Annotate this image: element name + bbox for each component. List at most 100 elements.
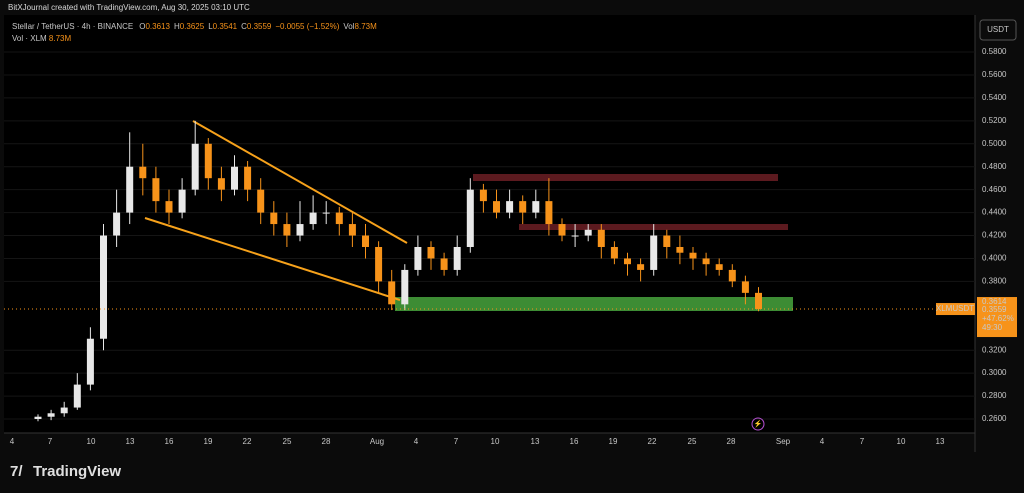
x-tick-label: 7 [454, 437, 459, 446]
x-tick-label: 10 [491, 437, 500, 446]
ohlc-value: 0.3559 [247, 22, 272, 31]
candle-body [519, 201, 527, 213]
symbol-tag-label: XLMUSDT [936, 304, 974, 313]
ohlc-value: 0.3625 [180, 22, 205, 31]
y-tick-label: 0.5400 [982, 93, 1007, 102]
candle-body [296, 224, 304, 236]
candle-body [702, 258, 710, 265]
candle-body [139, 166, 147, 179]
y-tick-label: 0.5600 [982, 70, 1007, 79]
x-tick-label: 25 [688, 437, 697, 446]
x-tick-label: 22 [648, 437, 657, 446]
candle-body [126, 166, 134, 213]
x-tick-label: 13 [531, 437, 540, 446]
x-tick-label: 10 [897, 437, 906, 446]
candle-body [204, 143, 212, 179]
candle-body [414, 246, 422, 270]
x-tick-label: 28 [322, 437, 331, 446]
ohlc-label: C [241, 22, 247, 31]
x-tick-label: 10 [87, 437, 96, 446]
candle-body [34, 416, 42, 420]
y-tick-label: 0.4800 [982, 162, 1007, 171]
candle-body [86, 338, 94, 385]
symbol-legend: Stellar / TetherUS · 4h · BINANCE O0.3613… [12, 22, 377, 31]
vol-value: 8.73M [355, 22, 378, 31]
x-tick-label: Aug [370, 437, 384, 446]
y-tick-label: 0.4400 [982, 208, 1007, 217]
candle-body [244, 166, 252, 190]
x-tick-label: 4 [414, 437, 419, 446]
candle-body [466, 189, 474, 247]
candle-body [689, 252, 697, 259]
candle-body [624, 258, 631, 265]
plot-area [4, 15, 975, 433]
volume-legend: Vol · XLM 8.73M [12, 34, 71, 43]
event-icon[interactable] [751, 417, 765, 431]
candle-body [309, 212, 317, 225]
candle-body [453, 246, 461, 270]
resistance-zone [473, 174, 778, 181]
candle-body [506, 201, 514, 213]
candle-body [597, 229, 605, 247]
candle-body [165, 201, 173, 213]
vol-label: Vol [343, 22, 354, 31]
ohlc-value: 0.3541 [213, 22, 238, 31]
candle-body [100, 235, 107, 339]
x-tick-label: 22 [243, 437, 252, 446]
candle-body [283, 224, 291, 236]
candle-body [584, 229, 592, 236]
y-tick-label: 0.4000 [982, 254, 1007, 263]
symbol: Stellar / TetherUS · 4h · BINANCE [12, 22, 133, 31]
wedge-line [144, 217, 401, 301]
currency-box[interactable] [979, 19, 1017, 41]
candle-body [493, 201, 500, 213]
candle-body [427, 246, 435, 259]
ohlc-label: L [208, 22, 213, 31]
candle-body [388, 281, 396, 305]
credit: BitXJournal created with TradingView.com… [8, 3, 250, 12]
y-tick-label: 0.2800 [982, 391, 1007, 400]
candle-body [113, 212, 121, 236]
last-price: 0.3559 [982, 305, 1007, 314]
candle-body [663, 235, 671, 247]
candle-body [545, 201, 553, 225]
candle-body [231, 166, 238, 190]
candle-body [191, 143, 199, 190]
x-tick-label: Sep [776, 437, 791, 446]
vol-value: 8.73M [49, 34, 72, 43]
x-tick-label: 28 [727, 437, 736, 446]
candle-body [676, 246, 684, 253]
candle-body [532, 201, 540, 213]
candle-body [257, 189, 265, 213]
y-tick-label: 0.5200 [982, 116, 1007, 125]
candle-body [60, 407, 68, 414]
candle-body [728, 269, 736, 282]
x-tick-label: 19 [204, 437, 213, 446]
support-zone [395, 297, 793, 311]
x-tick-label: 13 [936, 437, 945, 446]
x-tick-label: 13 [126, 437, 135, 446]
y-tick-label: 0.5000 [982, 139, 1007, 148]
x-tick-label: 25 [283, 437, 292, 446]
change: −0.0055 (−1.52%) [275, 22, 339, 31]
candle-body [73, 384, 81, 408]
candle-body [178, 189, 186, 213]
candle-body [335, 212, 343, 225]
wedge-line [192, 120, 408, 244]
prev-price: 0.3614 [982, 297, 1007, 306]
event-glyph: ⚡ [754, 419, 763, 428]
candle-body [610, 246, 618, 259]
symbol-tag [936, 303, 975, 316]
candle-body [558, 224, 566, 236]
x-tick-label: 16 [570, 437, 579, 446]
candle-body [217, 178, 225, 190]
candle-body [152, 178, 160, 202]
candle-body [322, 212, 330, 214]
y-tick-label: 0.3000 [982, 368, 1007, 377]
ohlc-label: H [174, 22, 180, 31]
x-tick-label: 19 [609, 437, 618, 446]
candle-body [348, 224, 356, 236]
y-tick-label: 0.3200 [982, 345, 1007, 354]
